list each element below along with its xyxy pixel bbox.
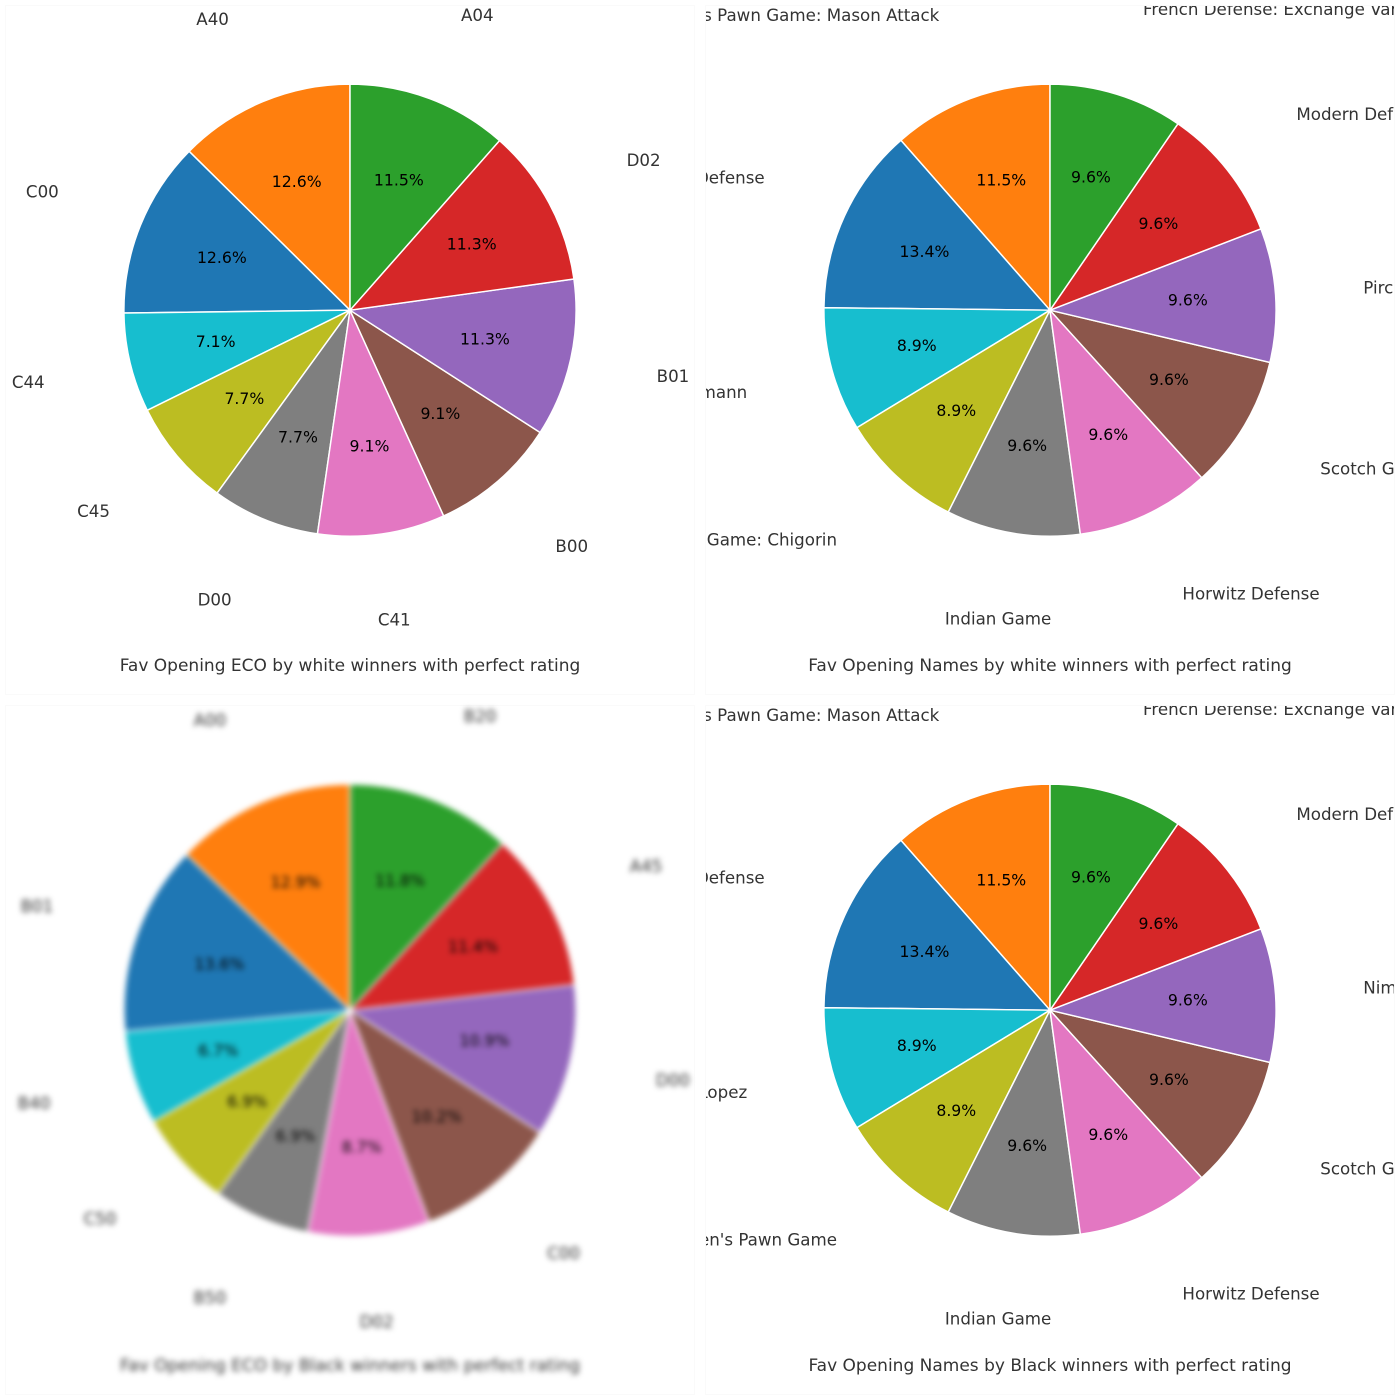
slice-pct-label: 13.4% [900,942,950,961]
slice-outer-label: B50 [194,1288,227,1307]
slice-pct-label: 9.6% [1168,990,1208,1009]
slice-outer-label: Ruy Lopez: Schliemann [706,383,747,402]
pie-white-names: 11.5% Queen's Pawn Game: Mason Attack 13.4… [706,6,1394,634]
slice-pct-label: 13.4% [900,242,950,261]
slice-pct-label: 9.1% [350,436,390,455]
slice-pct-label: 9.6% [1088,425,1128,444]
slice-outer-label: C50 [84,1210,117,1229]
slice-pct-label: 11.4% [448,937,498,956]
slice-pct-label: 9.6% [1071,168,1111,187]
slice-pct-label: 8.7% [342,1137,382,1156]
slice-outer-label: B00 [555,537,588,556]
slice-outer-label: Scotch Game [1320,460,1394,479]
slice-outer-label: B20 [464,707,497,726]
slice-pct-label: 12.6% [272,172,322,191]
slice-outer-label: D00 [198,591,232,610]
slice-outer-label: A04 [461,6,494,25]
slice-pct-label: 6.9% [227,1092,267,1111]
slice-outer-label: D02 [360,1313,394,1332]
slice-outer-label: Scandinavian Defense [706,169,765,188]
slice-pct-label: 9.6% [1007,1136,1047,1155]
slice-pct-label: 6.9% [276,1127,316,1146]
slice-outer-label: Pirc Defense [1363,279,1394,298]
slice-pct-label: 7.7% [224,389,264,408]
slice-outer-label: C45 [77,502,110,521]
slice-outer-label: Ruy Lopez [706,1083,747,1102]
slice-pct-label: 12.6% [197,248,247,267]
slice-pct-label: 12.9% [271,873,321,892]
slice-pct-label: 7.7% [278,428,318,447]
slice-outer-label: Horwitz Defense [1182,584,1319,603]
slice-outer-label: French Defense: Exchange Variation [1143,706,1394,719]
slice-outer-label: Queen's Pawn Game [706,1230,837,1249]
slice-pct-label: 6.7% [198,1041,238,1060]
slice-outer-label: Scandinavian Defense [706,869,765,888]
slice-pct-label: 11.3% [460,329,510,348]
pie-black-eco: 12.9% A00 13.6% B01 6.7% B40 6.9% C50 6.9% B50 8.7… [6,706,694,1334]
slice-pct-label: 11.3% [447,234,497,253]
slice-outer-label: A45 [630,857,663,876]
slice-pct-label: 9.6% [1149,370,1189,389]
slice-pct-label: 9.6% [1168,290,1208,309]
slice-outer-label: D02 [627,151,661,170]
slice-pct-label: 10.2% [412,1107,462,1126]
title-black-eco: Fav Opening ECO by Black winners with pe… [6,1356,694,1376]
slice-outer-label: B01 [21,897,54,916]
panel-black-names: 11.5% Queen's Pawn Game: Mason Attack 13.4… [700,700,1400,1400]
slice-pct-label: 9.6% [1071,868,1111,887]
slice-outer-label: Nimzowitsch Defense [1363,979,1394,998]
pie-white-eco: 12.6% A40 12.6% C00 7.1% C44 7.7% C45 7.7% D00 9.1… [6,6,694,634]
slice-outer-label: Queen's Pawn Game: Chigorin [706,530,837,549]
slice-pct-label: 9.6% [1149,1070,1189,1089]
slice-pct-label: 9.6% [1007,436,1047,455]
slice-outer-label: B40 [18,1094,51,1113]
slice-pct-label: 11.5% [976,170,1026,189]
slice-outer-label: Indian Game [945,609,1051,628]
slice-outer-label: Queen's Pawn Game: Mason Attack [706,6,940,25]
panel-black-eco: 12.9% A00 13.6% B01 6.7% B40 6.9% C50 6.9% B50 8.7… [0,700,700,1400]
slice-outer-label: Scotch Game [1320,1160,1394,1179]
slice-outer-label: C00 [547,1244,580,1263]
slice-pct-label: 8.9% [897,1036,937,1055]
slice-pct-label: 8.9% [936,1101,976,1120]
slice-pct-label: 7.1% [196,332,236,351]
slice-outer-label: C44 [12,373,45,392]
slice-outer-label: C00 [26,182,59,201]
panel-white-names: 11.5% Queen's Pawn Game: Mason Attack 13.4… [700,0,1400,700]
slice-outer-label: B01 [657,367,690,386]
slice-outer-label: Modern Defense [1296,105,1394,124]
slice-outer-label: A40 [196,10,229,29]
chart-grid: 12.6% A40 12.6% C00 7.1% C44 7.7% C45 7.7% D00 9.1… [0,0,1400,1400]
slice-pct-label: 9.1% [420,404,460,423]
slice-pct-label: 8.9% [936,401,976,420]
slice-outer-label: Modern Defense [1296,805,1394,824]
slice-outer-label: Horwitz Defense [1182,1284,1319,1303]
slice-outer-label: C41 [378,611,411,630]
slice-outer-label: D00 [656,1071,690,1090]
slice-pct-label: 11.5% [374,170,424,189]
slice-pct-label: 10.9% [460,1031,510,1050]
slice-outer-label: French Defense: Exchange Variation [1143,6,1394,19]
slice-pct-label: 8.9% [897,336,937,355]
pie-black-names: 11.5% Queen's Pawn Game: Mason Attack 13.4… [706,706,1394,1334]
slice-pct-label: 13.6% [195,955,245,974]
title-black-names: Fav Opening Names by Black winners with … [706,1356,1394,1376]
slice-pct-label: 11.8% [375,871,425,890]
panel-white-eco: 12.6% A40 12.6% C00 7.1% C44 7.7% C45 7.7% D00 9.1… [0,0,700,700]
slice-pct-label: 9.6% [1138,214,1178,233]
title-white-names: Fav Opening Names by white winners with … [706,656,1394,676]
title-white-eco: Fav Opening ECO by white winners with pe… [6,656,694,676]
slice-pct-label: 9.6% [1138,914,1178,933]
slice-pct-label: 11.5% [976,870,1026,889]
slice-outer-label: Queen's Pawn Game: Mason Attack [706,706,940,725]
slice-outer-label: Indian Game [945,1309,1051,1328]
slice-outer-label: A00 [194,711,227,730]
slice-pct-label: 9.6% [1088,1125,1128,1144]
